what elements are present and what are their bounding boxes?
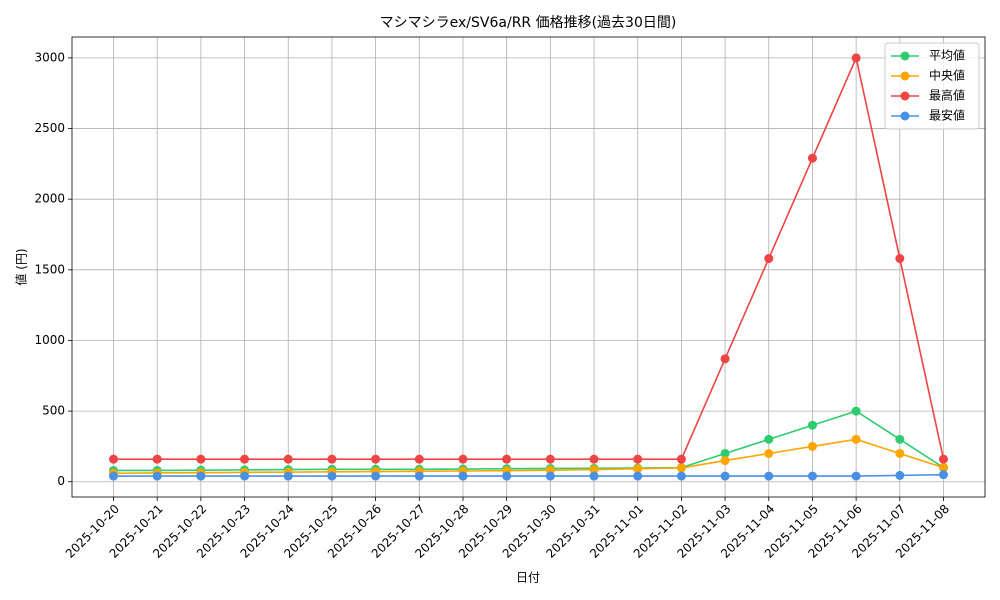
- data-point: [895, 434, 905, 444]
- data-point: [545, 471, 555, 481]
- legend-label: 最高値: [929, 88, 965, 103]
- y-tick-label: 1500: [34, 262, 65, 276]
- data-point: [676, 454, 686, 464]
- data-point: [633, 454, 643, 464]
- series-line: [113, 55, 945, 460]
- data-point: [414, 471, 424, 481]
- data-point: [676, 471, 686, 481]
- data-point: [764, 471, 774, 481]
- data-point: [414, 454, 424, 464]
- data-point: [764, 448, 774, 458]
- data-point: [676, 463, 686, 473]
- data-point: [807, 471, 817, 481]
- data-point: [633, 464, 643, 474]
- data-point: [851, 434, 861, 444]
- x-axis-label: 日付: [516, 571, 540, 585]
- data-point: [196, 454, 206, 464]
- data-point: [196, 471, 206, 481]
- legend-marker: [900, 51, 910, 61]
- legend-marker: [900, 91, 910, 101]
- data-point: [327, 454, 337, 464]
- data-point: [807, 420, 817, 430]
- data-point: [633, 471, 643, 481]
- data-point: [851, 53, 861, 63]
- data-point: [283, 454, 293, 464]
- data-point: [240, 471, 250, 481]
- data-point: [152, 454, 162, 464]
- legend-label: 平均値: [929, 48, 965, 63]
- data-point: [458, 454, 468, 464]
- y-tick-label: 1000: [34, 333, 65, 347]
- data-point: [502, 471, 512, 481]
- y-tick-label: 2000: [34, 192, 65, 206]
- data-point: [807, 153, 817, 163]
- plot-frame: [71, 36, 986, 498]
- y-axis-label: 値 (円): [14, 248, 29, 285]
- data-point: [720, 448, 730, 458]
- y-tick-label: 3000: [34, 50, 65, 64]
- data-point: [895, 448, 905, 458]
- y-tick-label: 500: [42, 404, 65, 418]
- legend-marker: [900, 111, 910, 121]
- legend-box: [884, 42, 980, 130]
- data-point: [939, 463, 948, 473]
- legend-label: 最安値: [929, 108, 965, 123]
- data-point: [109, 454, 118, 464]
- data-point: [720, 471, 730, 481]
- data-point: [589, 465, 599, 475]
- data-point: [458, 471, 468, 481]
- data-point: [939, 454, 948, 464]
- chart-title: マシマシラex/SV6a/RR 価格推移(過去30日間): [380, 15, 677, 31]
- data-point: [371, 454, 381, 464]
- data-point: [764, 254, 774, 264]
- data-point: [720, 456, 730, 466]
- data-point: [851, 471, 861, 481]
- data-point: [589, 471, 599, 481]
- data-point: [371, 471, 381, 481]
- y-tick-label: 0: [57, 474, 65, 488]
- data-point: [152, 471, 162, 481]
- y-tick-label: 2500: [34, 121, 65, 135]
- series-line: [113, 410, 944, 472]
- data-point: [502, 454, 512, 464]
- data-point: [895, 470, 905, 480]
- legend-label: 中央値: [929, 68, 965, 83]
- data-point: [589, 454, 599, 464]
- data-point: [939, 470, 948, 480]
- data-point: [807, 441, 817, 451]
- legend-marker: [900, 71, 910, 81]
- series-line: [113, 438, 944, 475]
- data-point: [109, 471, 118, 481]
- data-point: [283, 471, 293, 481]
- data-point: [545, 454, 555, 464]
- data-point: [240, 454, 250, 464]
- data-point: [895, 254, 905, 264]
- data-point: [764, 434, 774, 444]
- series-line: [113, 473, 944, 477]
- data-point: [327, 471, 337, 481]
- data-point: [720, 354, 730, 364]
- data-point: [851, 406, 861, 416]
